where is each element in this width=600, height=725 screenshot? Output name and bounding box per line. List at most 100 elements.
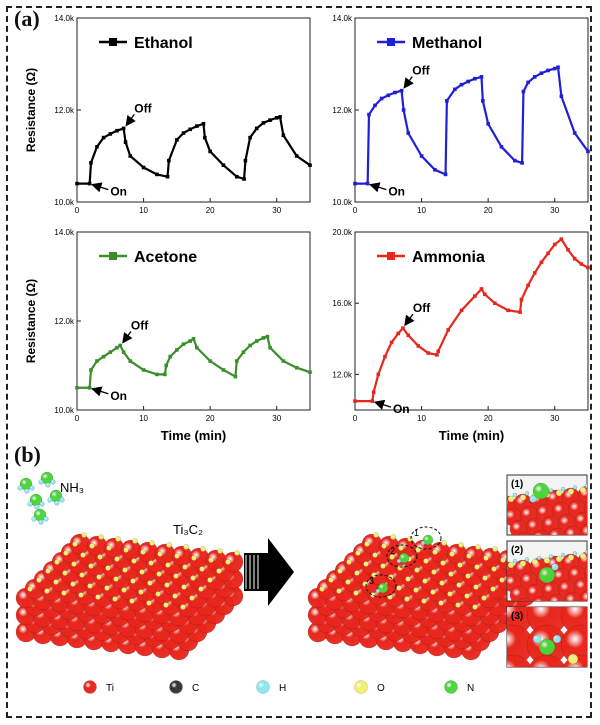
data-point xyxy=(155,372,159,377)
data-point xyxy=(75,385,79,390)
data-point xyxy=(521,89,526,94)
o-atom xyxy=(441,540,447,546)
x-tick-label: 30 xyxy=(272,414,281,423)
data-point xyxy=(486,122,490,126)
o-atom xyxy=(507,495,515,503)
o-atom xyxy=(146,600,152,606)
h-atom xyxy=(375,588,381,594)
data-point xyxy=(164,363,169,368)
on-arrow xyxy=(91,386,109,397)
gas-label: NH₃ xyxy=(60,480,84,495)
o-atom xyxy=(62,570,68,576)
y-tick-label: 12.0k xyxy=(54,106,75,115)
o-atom xyxy=(431,569,437,575)
o-atom xyxy=(482,575,488,581)
adsorption-site: 1 xyxy=(410,526,442,550)
data-point xyxy=(459,308,464,313)
x-tick-label: 20 xyxy=(484,414,493,423)
o-atom xyxy=(36,577,42,583)
data-point xyxy=(493,301,497,305)
data-point xyxy=(165,174,170,179)
h-atom xyxy=(396,558,402,564)
x-tick-label: 30 xyxy=(550,414,559,423)
data-point xyxy=(401,326,405,330)
data-point xyxy=(221,368,226,372)
data-point xyxy=(406,131,411,135)
off-label: Off xyxy=(131,318,149,332)
o-atom xyxy=(404,596,410,602)
h-atom xyxy=(512,492,518,498)
o-atom xyxy=(53,579,59,585)
o-atom xyxy=(132,538,138,544)
data-point xyxy=(233,374,238,379)
o-atom xyxy=(97,554,103,560)
o-atom xyxy=(362,581,368,587)
x-tick-label: 30 xyxy=(272,206,281,215)
data-point xyxy=(248,343,252,348)
inset-label: (1) xyxy=(511,479,523,490)
o-atom xyxy=(390,534,396,540)
legend-item-n: N xyxy=(444,680,474,694)
n-atom xyxy=(538,638,556,656)
data-point xyxy=(406,333,411,338)
x-axis-label: Time (min) xyxy=(161,428,227,443)
y-tick-label: 10.0k xyxy=(54,406,75,415)
data-point xyxy=(426,351,431,355)
data-point xyxy=(89,368,93,372)
inset-label: (2) xyxy=(511,545,523,556)
data-point xyxy=(141,368,146,372)
data-point xyxy=(443,172,448,177)
o-atom xyxy=(490,586,496,592)
o-atom xyxy=(181,584,187,590)
inset-1: (1) xyxy=(506,474,588,536)
data-point xyxy=(365,181,370,186)
data-point xyxy=(254,126,259,131)
inset-label: (3) xyxy=(511,611,523,622)
data-point xyxy=(389,340,394,345)
x-tick-label: 0 xyxy=(75,206,80,215)
n-atom xyxy=(532,482,550,500)
data-point xyxy=(121,350,126,354)
o-atom xyxy=(464,593,470,599)
o-atom xyxy=(465,573,471,579)
o-atom xyxy=(492,546,498,552)
o-atom xyxy=(397,565,403,571)
data-point xyxy=(371,390,376,394)
data-point xyxy=(95,145,99,149)
h-atom xyxy=(27,501,33,507)
h-atom xyxy=(524,491,530,496)
data-point xyxy=(234,174,239,179)
data-point xyxy=(518,310,522,314)
legend-swatch xyxy=(354,680,368,694)
o-atom xyxy=(165,562,171,568)
right-arrow-icon xyxy=(244,538,294,606)
data-point xyxy=(506,308,510,313)
y-tick-label: 16.0k xyxy=(332,299,353,308)
data-point xyxy=(526,283,530,288)
panel-b-label: (b) xyxy=(14,442,41,467)
chart-acetone: 0 10 20 30 10.0k 12.0k 14.0k Acetone On Off Resist… xyxy=(24,228,312,443)
data-point xyxy=(242,177,246,181)
o-atom xyxy=(149,540,155,546)
data-point xyxy=(208,359,212,363)
ti-atom xyxy=(563,525,583,535)
data-point xyxy=(532,271,537,275)
ti-atom xyxy=(547,593,567,601)
data-point xyxy=(552,66,557,71)
data-point xyxy=(512,158,517,163)
o-atom xyxy=(79,572,85,578)
h-atom xyxy=(584,483,587,489)
data-point xyxy=(433,168,437,172)
o-atom xyxy=(189,595,195,601)
on-arrow xyxy=(369,182,387,193)
o-atom xyxy=(370,592,376,598)
data-point xyxy=(261,336,266,340)
h-atom xyxy=(512,558,518,564)
data-point xyxy=(370,399,375,403)
o-atom xyxy=(353,590,359,596)
o-atom xyxy=(123,547,129,553)
x-tick-label: 20 xyxy=(484,206,493,215)
o-atom xyxy=(519,494,527,501)
off-label: Off xyxy=(413,301,431,315)
o-atom xyxy=(71,561,77,567)
